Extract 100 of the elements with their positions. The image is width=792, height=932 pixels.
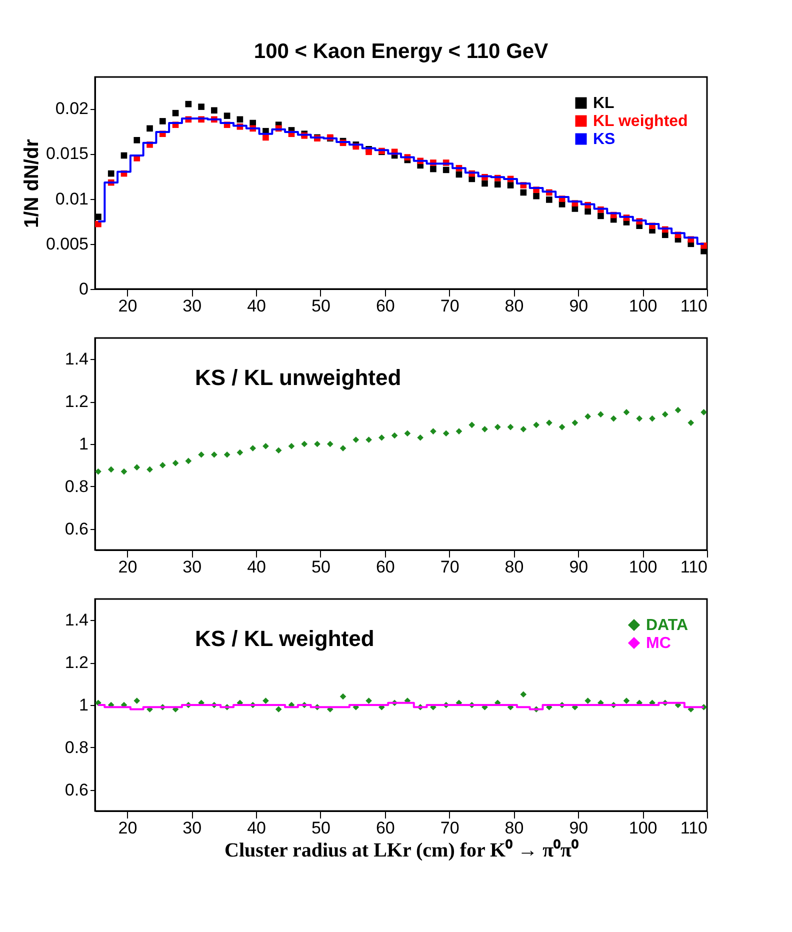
y-tick-label: 0.6 — [64, 780, 88, 800]
y-tick-label: 0 — [79, 280, 88, 298]
x-tick-label: 110 — [680, 296, 708, 316]
x-tick-label: 100 — [628, 558, 658, 576]
x-tick-label: 20 — [118, 296, 138, 316]
legend-label: KL weighted — [593, 113, 688, 130]
point — [391, 432, 398, 439]
x-tick-label: 30 — [182, 296, 202, 316]
x-tick-label: 50 — [312, 558, 330, 576]
x-tick-label: 50 — [312, 818, 330, 838]
x-tick-label: 80 — [504, 818, 524, 838]
point — [120, 468, 128, 475]
point — [456, 171, 462, 178]
point — [520, 691, 527, 698]
point — [146, 466, 153, 473]
x-tick-label: 40 — [247, 558, 266, 576]
x-tick-label: 30 — [182, 558, 202, 576]
point — [108, 170, 114, 177]
x-tick-label: 90 — [569, 818, 588, 838]
point — [662, 411, 668, 418]
y-tick-label: 0.01 — [55, 189, 88, 208]
point — [584, 698, 591, 704]
point — [378, 434, 385, 441]
x-tick-label: 70 — [440, 558, 460, 576]
point — [198, 451, 204, 458]
x-tick-label: 60 — [376, 558, 395, 576]
x-tick-label: 80 — [504, 296, 524, 316]
x-tick-label: 90 — [569, 558, 588, 576]
point — [482, 426, 488, 432]
point — [340, 445, 346, 452]
y-tick-label: 0.6 — [64, 519, 88, 538]
point — [520, 189, 527, 196]
point — [482, 180, 488, 187]
point — [366, 436, 372, 443]
point — [146, 125, 153, 132]
point — [95, 468, 102, 475]
point — [623, 409, 630, 416]
point — [211, 107, 218, 114]
point — [120, 152, 128, 159]
point — [507, 182, 514, 188]
y-tick-label: 0.8 — [64, 476, 88, 496]
point — [494, 181, 501, 188]
point — [236, 449, 244, 456]
point — [224, 451, 230, 458]
legend-label: MC — [646, 635, 672, 652]
point — [507, 424, 514, 430]
point — [236, 116, 244, 123]
y-tick-label: 1.4 — [64, 350, 88, 369]
point — [584, 413, 591, 420]
x-tick-label: 40 — [247, 818, 266, 838]
legend-label: KL — [593, 95, 615, 112]
point — [558, 424, 566, 430]
x-tick-label: 110 — [680, 558, 708, 576]
point — [172, 460, 179, 466]
point — [533, 192, 540, 200]
point — [584, 208, 591, 215]
x-tick-label: 100 — [628, 818, 658, 838]
point — [159, 462, 166, 468]
point — [674, 406, 682, 414]
point — [456, 428, 462, 434]
x-tick-label: 30 — [182, 818, 202, 838]
point — [468, 422, 476, 428]
x-tick-label: 100 — [628, 296, 658, 316]
y-tick-label: 1.4 — [64, 610, 88, 630]
point — [610, 415, 617, 422]
point — [546, 420, 552, 426]
point — [623, 698, 630, 704]
point — [185, 458, 192, 464]
point — [533, 422, 540, 428]
y-axis-title: 1/N dN/dr — [20, 138, 43, 228]
point — [417, 434, 424, 441]
point — [442, 166, 450, 174]
point — [108, 466, 114, 473]
y-tick-label: 0.005 — [46, 234, 88, 254]
point — [262, 442, 269, 450]
point — [326, 440, 334, 448]
annotation: KS / KL weighted — [195, 626, 374, 651]
x-tick-label: 40 — [247, 296, 266, 316]
y-tick-label: 1.2 — [64, 653, 88, 672]
y-tick-label: 0.015 — [46, 144, 88, 164]
annotation: KS / KL unweighted — [195, 365, 402, 390]
point — [275, 447, 282, 454]
point — [598, 212, 604, 220]
point — [430, 428, 436, 434]
x-tick-label: 60 — [376, 818, 395, 838]
point — [211, 451, 218, 458]
point — [598, 411, 604, 418]
point — [134, 698, 140, 704]
point — [134, 136, 140, 144]
x-tick-label: 20 — [118, 558, 138, 576]
point — [275, 706, 282, 712]
point — [172, 110, 179, 116]
point — [262, 698, 269, 704]
point — [185, 100, 192, 108]
x-tick-label: 90 — [569, 296, 588, 316]
y-tick-label: 1.2 — [64, 392, 88, 412]
x-tick-label: 20 — [118, 818, 138, 838]
point — [688, 420, 694, 426]
point — [340, 693, 346, 700]
point — [314, 440, 320, 448]
